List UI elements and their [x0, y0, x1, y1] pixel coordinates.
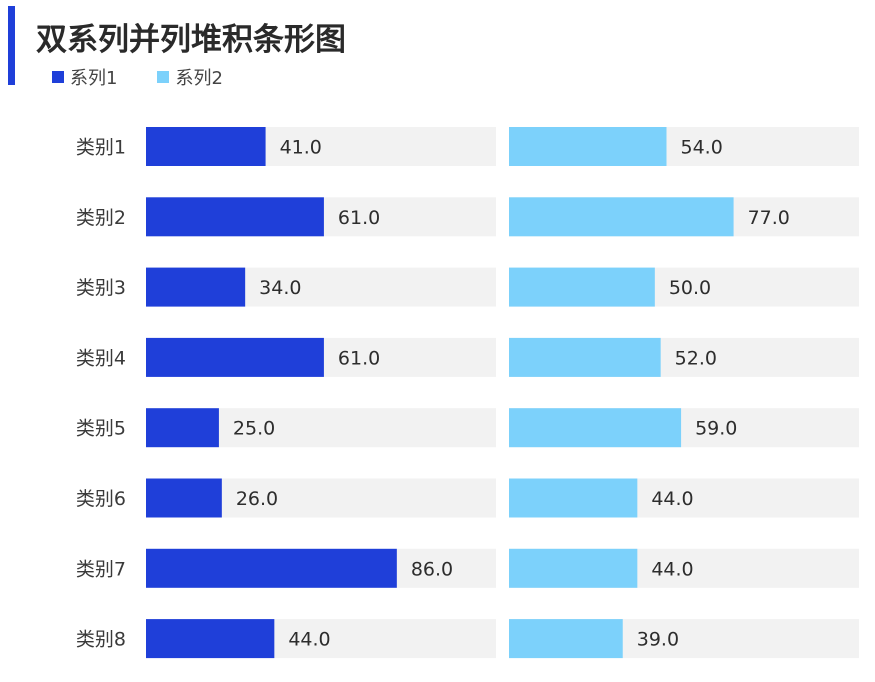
category-label: 类别2: [76, 207, 126, 229]
legend-label-series-2: 系列2: [175, 68, 223, 89]
title-accent-bar: [8, 6, 15, 85]
category-label: 类别5: [76, 418, 126, 440]
data-label: 54.0: [681, 137, 723, 159]
data-label: 44.0: [651, 558, 693, 580]
legend-item-series-1: 系列1: [52, 64, 117, 90]
category-label: 类别6: [76, 488, 126, 510]
legend-swatch-series-1: [52, 71, 64, 83]
bar-series-2: [509, 197, 734, 237]
category-label: 类别7: [76, 558, 126, 580]
data-label: 39.0: [637, 629, 679, 651]
data-label: 25.0: [233, 418, 275, 440]
bar-series-1: [146, 478, 222, 518]
data-label: 44.0: [288, 629, 330, 651]
bar-series-1: [146, 619, 275, 659]
data-label: 34.0: [259, 277, 301, 299]
bar-series-2: [509, 619, 623, 659]
bar-series-2: [509, 337, 661, 377]
category-label: 类别4: [76, 347, 126, 369]
data-label: 52.0: [675, 347, 717, 369]
data-label: 26.0: [236, 488, 278, 510]
data-label: 50.0: [669, 277, 711, 299]
data-label: 86.0: [411, 558, 453, 580]
chart-title: 双系列并列堆积条形图: [36, 22, 346, 58]
bar-series-2: [509, 127, 667, 166]
data-label: 77.0: [748, 207, 790, 229]
legend-label-series-1: 系列1: [70, 68, 118, 89]
category-label: 类别8: [76, 629, 126, 651]
bar-series-2: [509, 267, 655, 307]
category-label: 类别3: [76, 277, 126, 299]
bar-series-1: [146, 548, 397, 588]
data-label: 59.0: [695, 418, 737, 440]
bar-series-1: [146, 337, 324, 377]
data-label: 41.0: [280, 137, 322, 159]
bar-series-1: [146, 267, 246, 307]
bar-series-2: [509, 478, 638, 518]
data-label: 61.0: [338, 207, 380, 229]
legend: 系列1 系列2: [52, 64, 263, 90]
bar-series-2: [509, 408, 682, 448]
data-label: 61.0: [338, 347, 380, 369]
bar-series-1: [146, 127, 266, 166]
bar-series-1: [146, 197, 324, 237]
bar-series-1: [146, 408, 219, 448]
legend-swatch-series-2: [157, 71, 170, 83]
data-label: 44.0: [651, 488, 693, 510]
legend-item-series-2: 系列2: [157, 64, 223, 90]
bar-series-2: [509, 548, 638, 588]
category-label: 类别1: [76, 137, 126, 159]
